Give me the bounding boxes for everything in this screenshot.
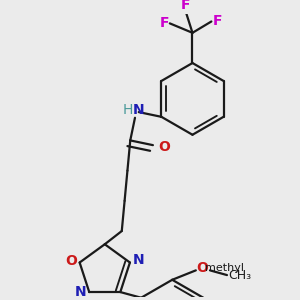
Text: F: F — [181, 0, 190, 12]
Text: CH₃: CH₃ — [229, 268, 252, 282]
Text: O: O — [158, 140, 170, 154]
Text: F: F — [159, 16, 169, 30]
Text: F: F — [212, 14, 222, 28]
Text: O: O — [65, 254, 77, 268]
Text: O: O — [196, 262, 208, 275]
Text: N: N — [133, 253, 144, 267]
Text: N: N — [133, 103, 145, 117]
Text: H: H — [122, 103, 133, 117]
Text: N: N — [75, 285, 87, 299]
Text: methyl: methyl — [205, 263, 244, 274]
